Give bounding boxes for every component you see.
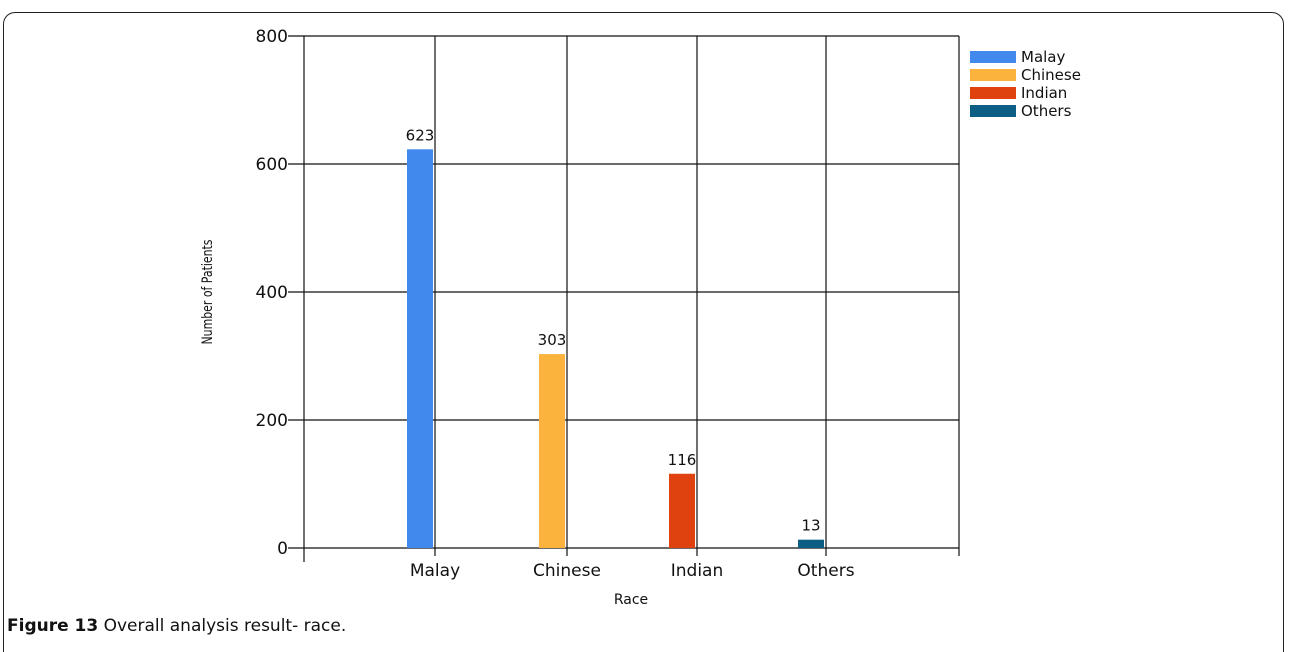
legend-entry: Indian — [1021, 84, 1067, 102]
bar — [539, 354, 565, 548]
y-tick-label: 600 — [256, 155, 288, 175]
data-labels: 623 303 116 13 — [406, 126, 821, 534]
x-axis-label: Race — [614, 592, 648, 608]
bar — [798, 539, 824, 548]
data-label: 623 — [406, 126, 435, 144]
legend-swatch — [970, 51, 1016, 63]
legend-entry: Chinese — [1021, 66, 1081, 84]
y-tick-labels: 0 200 400 600 800 — [256, 27, 288, 559]
data-label: 13 — [801, 517, 820, 535]
legend-entry: Malay — [1021, 48, 1065, 66]
figure-caption-label: Figure 13 — [7, 616, 99, 636]
y-tick-label: 200 — [256, 411, 288, 431]
x-tick-label: Indian — [671, 561, 724, 581]
y-tick-label: 800 — [256, 27, 288, 47]
legend-entry: Others — [1021, 102, 1072, 120]
bar — [407, 149, 433, 548]
legend-swatch — [970, 105, 1016, 117]
x-tick-label: Others — [797, 561, 854, 581]
figure-caption-text: Overall analysis result- race. — [98, 616, 347, 636]
data-label: 116 — [668, 451, 697, 469]
legend-swatch — [970, 87, 1016, 99]
figure-frame — [3, 12, 1284, 652]
bar — [669, 473, 695, 548]
figure-caption: Figure 13 Overall analysis result- race. — [7, 616, 346, 636]
y-tick-label: 400 — [256, 283, 288, 303]
y-tick-label: 0 — [277, 539, 288, 559]
x-tick-label: Malay — [410, 561, 460, 581]
legend-swatch — [970, 69, 1016, 81]
grid-lines — [288, 35, 960, 562]
y-axis-label: Number of Patients — [199, 240, 216, 345]
x-tick-labels: Malay Chinese Indian Others — [410, 561, 855, 581]
bars — [407, 149, 824, 548]
x-tick-label: Chinese — [533, 561, 601, 581]
data-label: 303 — [538, 331, 567, 349]
